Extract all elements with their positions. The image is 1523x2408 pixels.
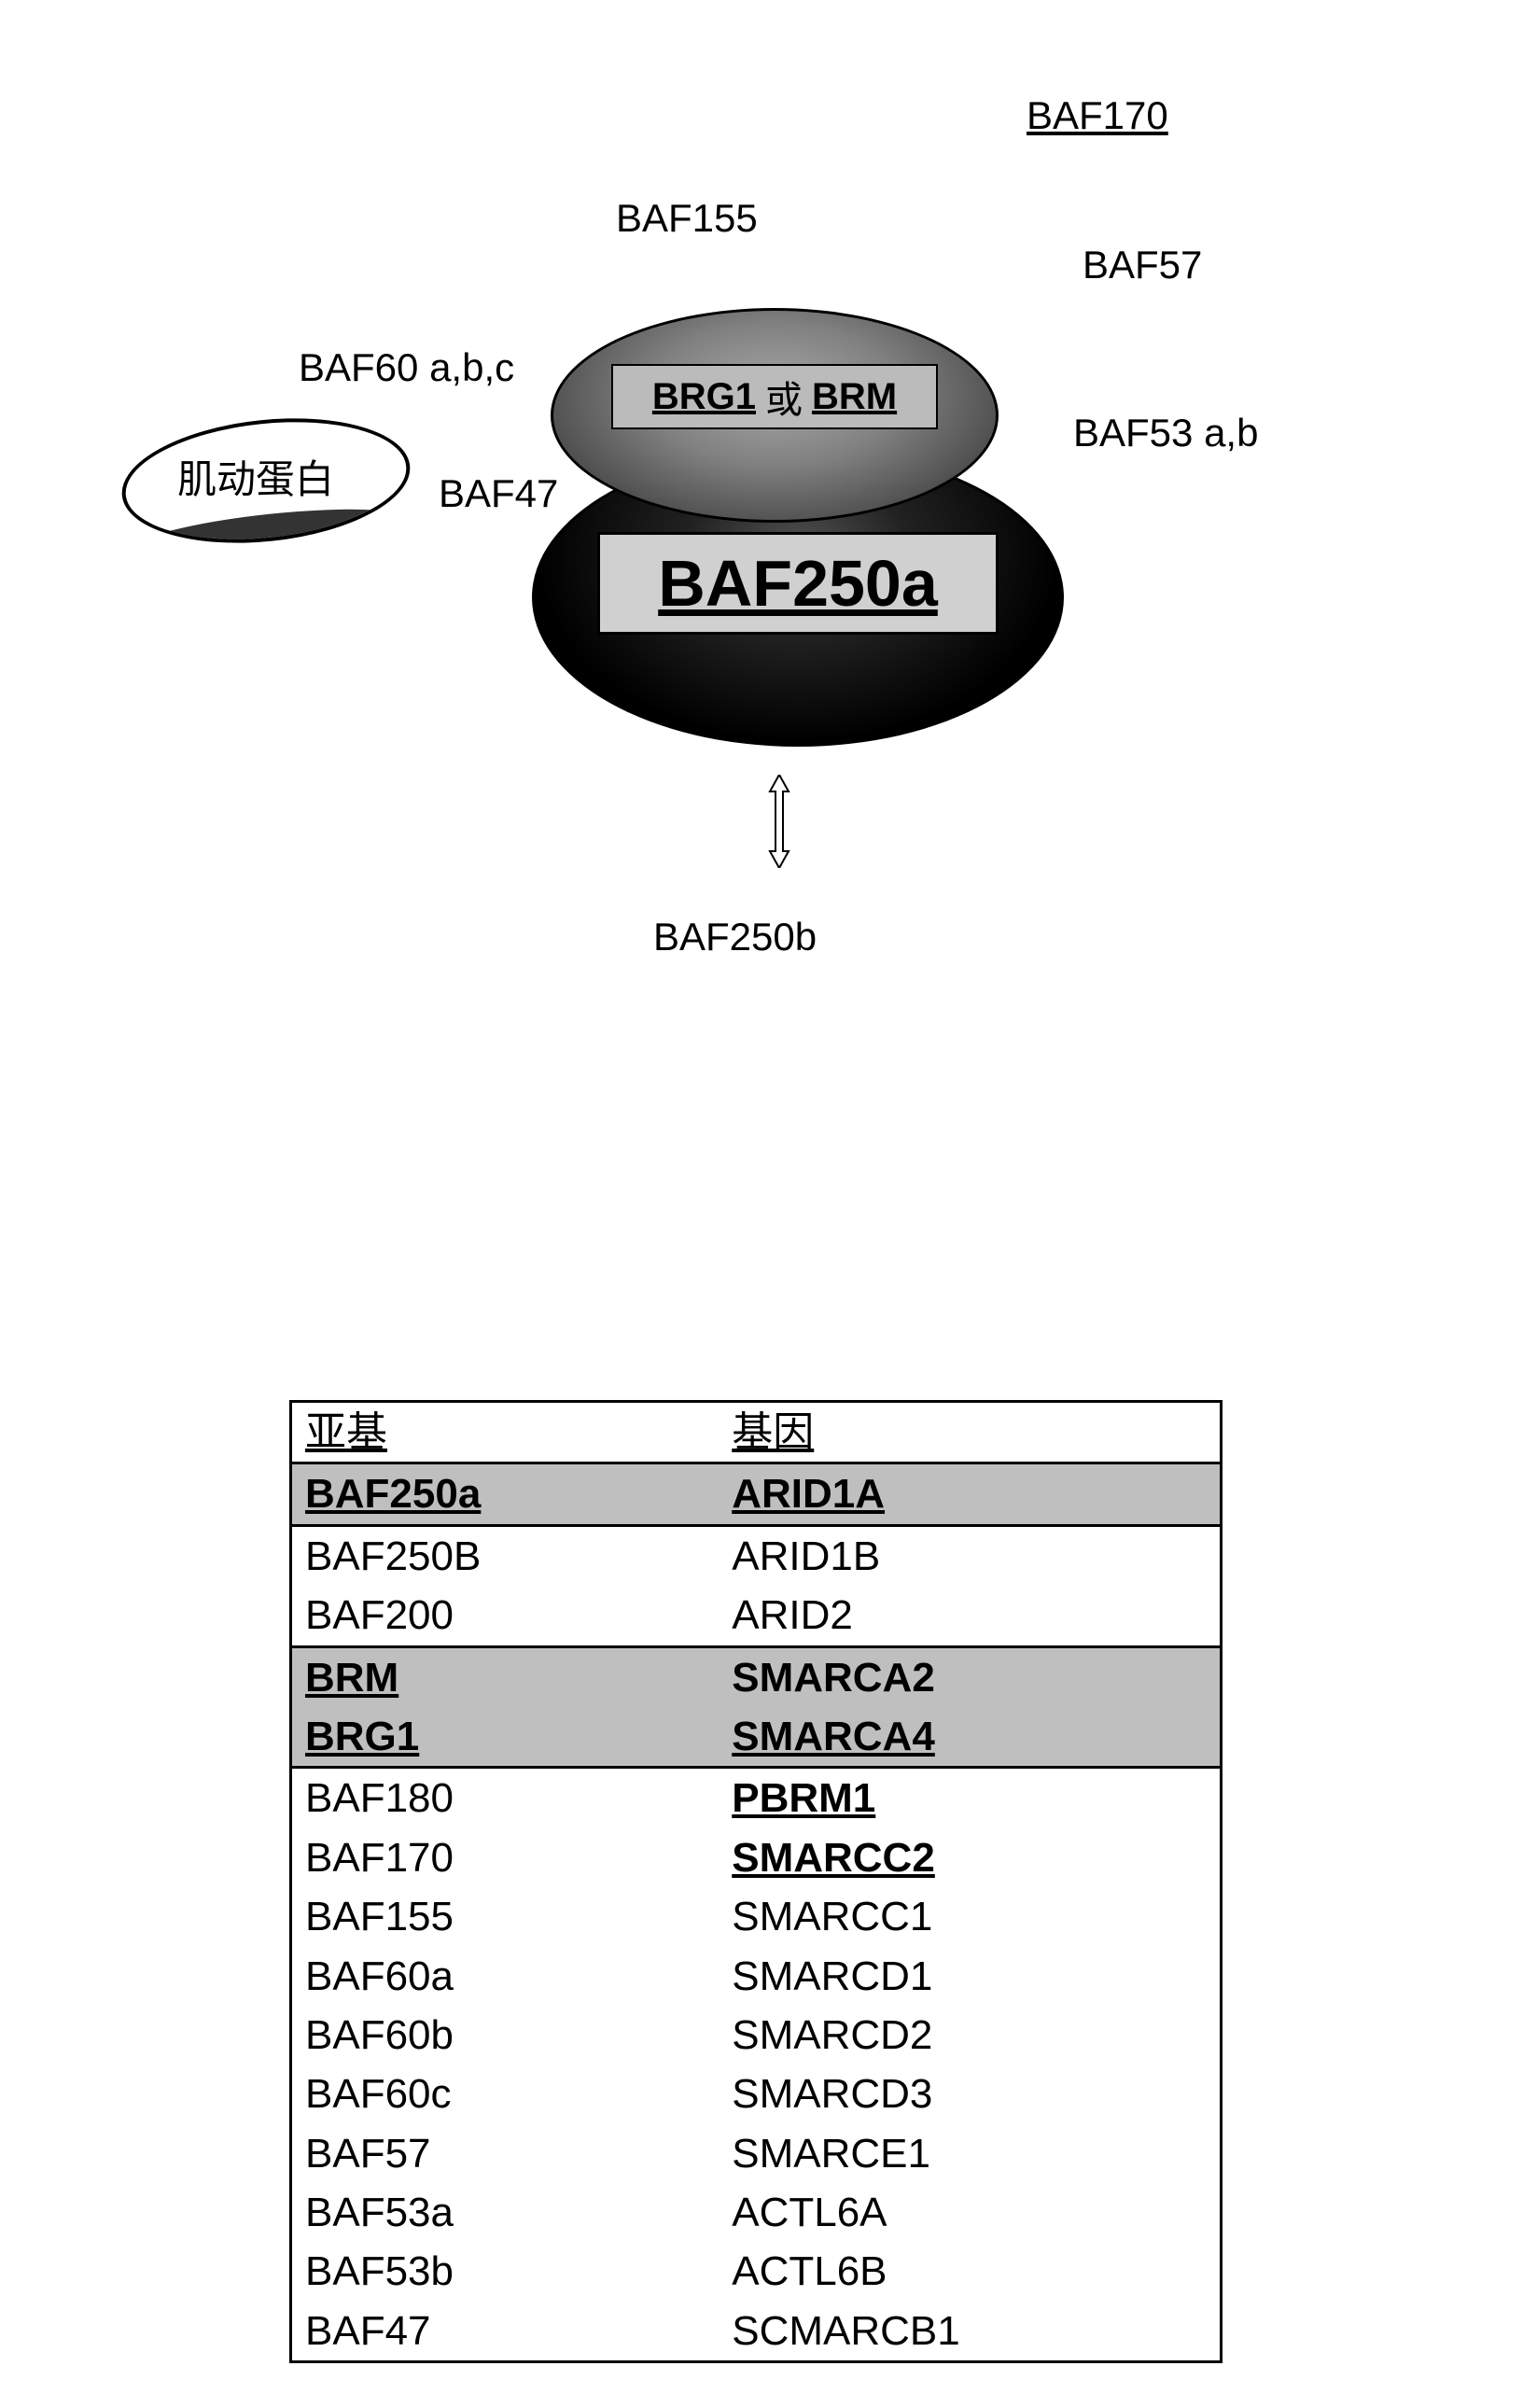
- table-row: BAF47SCMARCB1: [292, 2302, 1220, 2360]
- cell-subunit: BAF170: [292, 1828, 719, 1887]
- label-baf250b: BAF250b: [653, 915, 817, 959]
- cell-gene: ARID1A: [719, 1464, 1220, 1523]
- cell-subunit: BAF57: [292, 2124, 719, 2183]
- cell-gene: SMARCC2: [719, 1828, 1220, 1887]
- cell-subunit: BAF47: [292, 2302, 719, 2360]
- label-brg1: BRG1: [652, 376, 756, 418]
- table-row: BAF60bSMARCD2: [292, 2006, 1220, 2065]
- table-row: BAF200ARID2: [292, 1586, 1220, 1645]
- brg-brm-label-box: BRG1 或 BRM: [611, 364, 938, 429]
- table-row: BAF60aSMARCD1: [292, 1947, 1220, 2006]
- cell-gene: SMARCC1: [719, 1887, 1220, 1946]
- table-row: BAF170SMARCC2: [292, 1828, 1220, 1887]
- table-row: BAF60cSMARCD3: [292, 2065, 1220, 2123]
- cell-subunit: BAF53b: [292, 2242, 719, 2301]
- cell-gene: SMARCD1: [719, 1947, 1220, 2006]
- cell-gene: SMARCA2: [719, 1648, 1220, 1707]
- table-row: BRMSMARCA2: [292, 1645, 1220, 1707]
- label-baf60abc: BAF60 a,b,c: [299, 345, 514, 390]
- label-or: 或: [765, 370, 803, 424]
- table-row: BAF53aACTL6A: [292, 2183, 1220, 2242]
- cell-gene: SMARCD2: [719, 2006, 1220, 2065]
- complex-diagram: BAF170 BAF155 BAF57 BAF60 a,b,c BAF53 a,…: [93, 93, 1400, 933]
- cell-gene: ARID2: [719, 1586, 1220, 1645]
- table-row: BAF53bACTL6B: [292, 2242, 1220, 2301]
- header-gene: 基因: [719, 1403, 1220, 1462]
- cell-gene: SCMARCB1: [719, 2302, 1220, 2360]
- table-row: BAF250BARID1B: [292, 1527, 1220, 1586]
- table-row: BAF180PBRM1: [292, 1769, 1220, 1827]
- label-baf53ab: BAF53 a,b: [1073, 411, 1258, 455]
- cell-subunit: BRG1: [292, 1707, 719, 1766]
- cell-subunit: BAF155: [292, 1887, 719, 1946]
- cell-subunit: BAF60a: [292, 1947, 719, 2006]
- cell-subunit: BAF60c: [292, 2065, 719, 2123]
- label-brm: BRM: [812, 376, 897, 418]
- cell-subunit: BAF250a: [292, 1464, 719, 1523]
- label-baf57: BAF57: [1083, 243, 1202, 287]
- cell-gene: ARID1B: [719, 1527, 1220, 1586]
- table-row: BAF250aARID1A: [292, 1462, 1220, 1526]
- cell-gene: PBRM1: [719, 1769, 1220, 1827]
- header-subunit: 亚基: [292, 1403, 719, 1462]
- table-body: BAF250aARID1ABAF250BARID1BBAF200ARID2BRM…: [292, 1462, 1220, 2360]
- label-baf170: BAF170: [1027, 93, 1168, 138]
- subunit-gene-table: 亚基 基因 BAF250aARID1ABAF250BARID1BBAF200AR…: [289, 1400, 1223, 2363]
- cell-subunit: BAF60b: [292, 2006, 719, 2065]
- table-row: BAF155SMARCC1: [292, 1887, 1220, 1946]
- label-actin: 肌动蛋白: [177, 448, 334, 505]
- label-baf47: BAF47: [439, 471, 558, 516]
- double-arrow-icon: [765, 775, 793, 868]
- cell-gene: SMARCA4: [719, 1707, 1220, 1766]
- cell-gene: SMARCE1: [719, 2124, 1220, 2183]
- label-baf155: BAF155: [616, 196, 758, 241]
- cell-gene: ACTL6B: [719, 2242, 1220, 2301]
- cell-subunit: BAF200: [292, 1586, 719, 1645]
- table-row: BAF57SMARCE1: [292, 2124, 1220, 2183]
- table-header-row: 亚基 基因: [292, 1403, 1220, 1462]
- cell-gene: SMARCD3: [719, 2065, 1220, 2123]
- cell-gene: ACTL6A: [719, 2183, 1220, 2242]
- cell-subunit: BAF250B: [292, 1527, 719, 1586]
- table-row: BRG1SMARCA4: [292, 1707, 1220, 1769]
- cell-subunit: BAF180: [292, 1769, 719, 1827]
- cell-subunit: BAF53a: [292, 2183, 719, 2242]
- label-baf250a: BAF250a: [597, 532, 999, 635]
- cell-subunit: BRM: [292, 1648, 719, 1707]
